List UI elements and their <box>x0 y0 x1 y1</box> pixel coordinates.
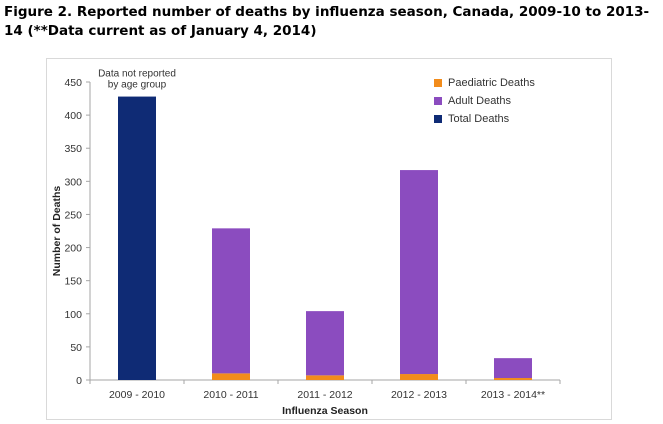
legend-item: Total Deaths <box>434 110 535 128</box>
y-tick-label: 100 <box>64 309 82 321</box>
y-tick-label: 400 <box>64 110 82 122</box>
y-tick-label: 300 <box>64 176 82 188</box>
x-tick-label: 2012 - 2013 <box>391 389 447 401</box>
y-tick-label: 450 <box>64 77 82 89</box>
y-tick-label: 50 <box>70 342 82 354</box>
annotation-line: Data not reported <box>98 69 176 80</box>
x-axis-title: Influenza Season <box>282 405 368 417</box>
annotation-line: by age group <box>108 80 167 91</box>
y-axis-title: Number of Deaths <box>51 186 63 277</box>
x-tick-label: 2010 - 2011 <box>203 389 258 401</box>
bar-paediatric-deaths <box>306 375 344 380</box>
y-tick-label: 0 <box>76 375 82 387</box>
y-tick-label: 250 <box>64 209 82 221</box>
x-tick-label: 2011 - 2012 <box>297 389 352 401</box>
legend-label: Adult Deaths <box>448 95 511 107</box>
legend-swatch <box>434 79 442 87</box>
bar-paediatric-deaths <box>494 378 532 380</box>
bar-paediatric-deaths <box>400 374 438 380</box>
legend-swatch <box>434 115 442 123</box>
bar-adult-deaths <box>212 228 250 374</box>
bar-adult-deaths <box>494 358 532 379</box>
y-tick-label: 200 <box>64 243 82 255</box>
legend-swatch <box>434 97 442 105</box>
y-tick-label: 350 <box>64 143 82 155</box>
legend-item: Adult Deaths <box>434 92 535 110</box>
bar-paediatric-deaths <box>212 373 250 380</box>
legend-label: Paediatric Deaths <box>448 77 535 89</box>
y-tick-label: 150 <box>64 276 82 288</box>
x-tick-label: 2013 - 2014** <box>481 389 545 401</box>
legend-item: Paediatric Deaths <box>434 74 535 92</box>
chart-legend: Paediatric Deaths Adult Deaths Total Death… <box>434 74 535 128</box>
bar-total-deaths <box>118 96 156 381</box>
x-tick-label: 2009 - 2010 <box>109 389 165 401</box>
legend-label: Total Deaths <box>448 113 510 125</box>
bar-adult-deaths <box>400 170 438 375</box>
figure-title: Figure 2. Reported number of deaths by i… <box>4 4 650 39</box>
bar-adult-deaths <box>306 311 344 376</box>
